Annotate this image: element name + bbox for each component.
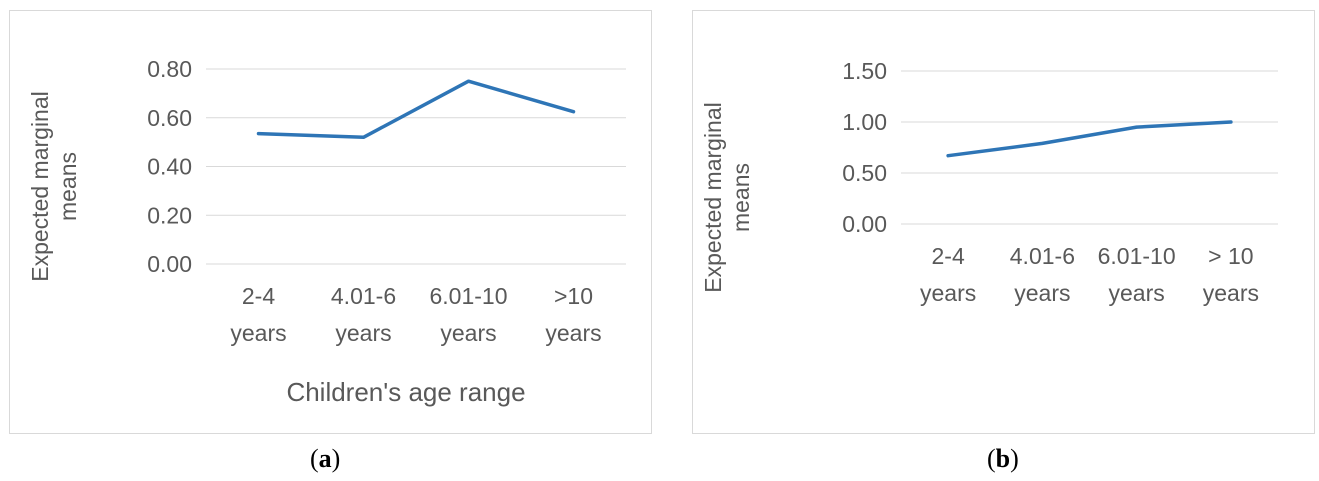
chart-b-series-line xyxy=(946,120,1233,158)
chart-b-xtick-label: years xyxy=(1109,280,1165,306)
chart-a-xtick-label: 2-4 xyxy=(242,283,275,309)
chart-b-xtick-label: years xyxy=(920,280,976,306)
chart-a-xlabel: Children's age range xyxy=(286,377,525,407)
panel-label-b-text: b xyxy=(995,444,1011,473)
chart-b-xtick-label: 6.01-10 xyxy=(1098,243,1176,269)
chart-a-ytick-label: 0.60 xyxy=(147,105,192,131)
chart-a-ytick-label: 0.00 xyxy=(147,251,192,277)
chart-b-xtick-label: 2-4 xyxy=(932,243,965,269)
chart-a: 0.00 0.20 0.40 0.60 0.80 2-4 years 4.01-6 years 6… xyxy=(27,56,626,407)
chart-a-xtick-label: years xyxy=(230,320,286,346)
chart-b-ytick-label: 0.50 xyxy=(842,160,887,186)
panel-label-a: (a) xyxy=(310,444,341,473)
chart-b: 0.00 0.50 1.00 1.50 2-4 years 4.01-6 years 6.01-… xyxy=(700,58,1278,306)
chart-a-xtick-label: 6.01-10 xyxy=(429,283,507,309)
chart-b-ytick-label: 1.50 xyxy=(842,58,887,84)
chart-a-xtick-label: years xyxy=(545,320,601,346)
chart-b-ytick-label: 0.00 xyxy=(842,211,887,237)
chart-b-ytick-label: 1.00 xyxy=(842,109,887,135)
chart-a-ylabel: means xyxy=(55,152,81,221)
chart-a-ytick-label: 0.80 xyxy=(147,56,192,82)
panel-label-b: (b) xyxy=(987,444,1019,473)
chart-b-xtick-label: 4.01-6 xyxy=(1010,243,1075,269)
chart-a-xtick-label: 4.01-6 xyxy=(331,283,396,309)
chart-panel-b: 0.00 0.50 1.00 1.50 2-4 years 4.01-6 years 6.01-… xyxy=(692,10,1315,434)
chart-b-ylabel: means xyxy=(728,163,754,232)
chart-panel-a: 0.00 0.20 0.40 0.60 0.80 2-4 years 4.01-6 years 6… xyxy=(9,10,652,434)
chart-a-xtick-label: years xyxy=(440,320,496,346)
panel-label-a-text: a xyxy=(318,444,332,473)
chart-a-series-line xyxy=(256,79,576,140)
chart-b-xtick-label: > 10 xyxy=(1208,243,1253,269)
chart-b-xtick-label: years xyxy=(1014,280,1070,306)
chart-b-ylabel: Expected marginal xyxy=(700,102,726,293)
chart-a-xtick-label: >10 xyxy=(554,283,593,309)
chart-a-ytick-label: 0.40 xyxy=(147,154,192,180)
chart-a-ytick-label: 0.20 xyxy=(147,202,192,228)
chart-a-xtick-label: years xyxy=(335,320,391,346)
chart-b-xtick-label: years xyxy=(1203,280,1259,306)
chart-a-ylabel: Expected marginal xyxy=(27,91,53,282)
